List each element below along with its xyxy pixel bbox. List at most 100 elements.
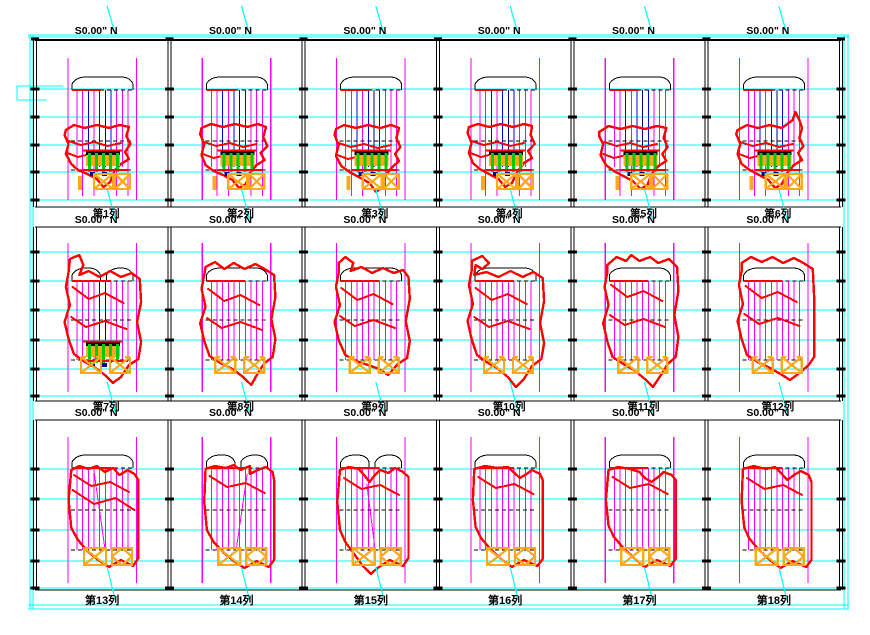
dome-outline xyxy=(205,454,268,468)
x-box-diag xyxy=(651,173,669,190)
border-tick xyxy=(702,338,712,342)
red-profile-inner xyxy=(205,317,263,331)
column-label: 第18列 xyxy=(757,593,791,607)
panel-col-12 xyxy=(736,243,816,392)
dome-path xyxy=(205,76,268,90)
border-tick xyxy=(836,367,846,371)
red-profile-outline xyxy=(63,123,132,189)
dome-outline xyxy=(743,267,806,281)
dome-path xyxy=(205,267,268,281)
border-tick xyxy=(567,170,577,174)
x-box xyxy=(382,172,400,191)
block-green-bar xyxy=(780,153,784,172)
border-tick xyxy=(30,170,40,174)
block-green-bar xyxy=(95,344,98,363)
border-tick xyxy=(433,115,443,119)
x-box-diag xyxy=(617,356,639,374)
footing-bar xyxy=(212,176,217,190)
x-box-diag xyxy=(248,173,266,190)
panel-col-3 xyxy=(333,58,406,200)
border-tick xyxy=(164,528,174,532)
elevation-label: S0.00" N xyxy=(478,407,521,419)
border-tick xyxy=(30,497,40,501)
x-box-diag xyxy=(227,173,248,190)
column-label: 第8列 xyxy=(227,400,254,413)
block-blue-foot xyxy=(102,363,107,367)
dome-path xyxy=(71,267,101,281)
border-tick xyxy=(164,308,174,312)
red-profile-inner xyxy=(477,476,535,495)
border-tick xyxy=(164,143,174,147)
border-tick xyxy=(433,467,443,471)
dome-path xyxy=(743,76,806,90)
x-box-diag xyxy=(483,356,505,374)
x-box xyxy=(485,546,511,567)
red-profile-inner xyxy=(71,286,125,304)
column-label: 第1列 xyxy=(93,207,120,220)
x-box-diag xyxy=(114,173,131,190)
border-tick xyxy=(836,115,846,119)
dome-path xyxy=(71,454,134,468)
x-box xyxy=(351,546,376,567)
border-tick xyxy=(836,497,846,501)
red-profile-outline xyxy=(203,463,276,570)
x-box-diag xyxy=(755,547,779,566)
label-leader-line xyxy=(106,566,116,601)
column-label: 第6列 xyxy=(764,207,791,220)
border-tick xyxy=(299,37,308,41)
block-green-bar xyxy=(370,153,374,172)
red-profile-inner xyxy=(745,477,804,496)
label-leader-line xyxy=(778,381,788,413)
dome-outline xyxy=(474,454,537,468)
border-tick xyxy=(299,198,309,202)
label-leader-line xyxy=(643,566,654,601)
diamond-box-inner xyxy=(244,546,268,567)
block-green-bar xyxy=(377,153,381,172)
border-tick xyxy=(30,586,40,590)
x-box xyxy=(361,172,383,191)
border-tick xyxy=(433,250,443,254)
border-tick xyxy=(567,115,577,119)
panel-col-14 xyxy=(201,437,276,583)
label-leader-line xyxy=(778,188,788,220)
footing-symbols xyxy=(351,546,403,567)
x-box-diag xyxy=(382,173,400,190)
red-profile-inner xyxy=(473,316,531,330)
red-profile-inner xyxy=(610,284,664,302)
red-profile-outline xyxy=(740,464,813,570)
dome-path xyxy=(340,454,370,468)
x-box-diag xyxy=(362,173,383,190)
block-green-bar xyxy=(102,344,105,363)
border-tick xyxy=(299,338,309,342)
footing-symbols xyxy=(346,172,400,191)
border-tick xyxy=(433,338,443,342)
labels: S0.00" N S0.00" N S0.00" N S0.00" N S0.00" N… xyxy=(75,5,794,607)
border-tick xyxy=(702,367,712,371)
border-tick xyxy=(433,170,443,174)
block-green-bar xyxy=(116,344,119,363)
panel-col-16 xyxy=(470,437,544,583)
red-profile-outline xyxy=(466,122,536,189)
block-green-bar xyxy=(243,153,247,172)
x-box-diag xyxy=(765,173,786,190)
dome-outline xyxy=(71,454,134,468)
border-tick xyxy=(433,143,443,147)
border-tick xyxy=(299,497,309,501)
cyan-border xyxy=(16,34,849,610)
machine-block xyxy=(217,149,263,176)
block-blue-foot xyxy=(627,172,633,176)
dome-path xyxy=(608,76,671,90)
machine-block xyxy=(83,149,128,176)
border-tick xyxy=(30,115,40,119)
label-leader-line xyxy=(375,566,385,601)
machine-block xyxy=(754,149,800,176)
column-label: 第14列 xyxy=(219,593,253,607)
border-tick xyxy=(299,170,309,174)
border-tick xyxy=(299,250,309,254)
block-green-bar xyxy=(88,153,91,172)
elevation-label: S0.00" N xyxy=(612,407,655,419)
elevation-label: S0.00" N xyxy=(746,407,789,419)
block-green-bar xyxy=(109,344,112,363)
x-box xyxy=(92,172,115,191)
